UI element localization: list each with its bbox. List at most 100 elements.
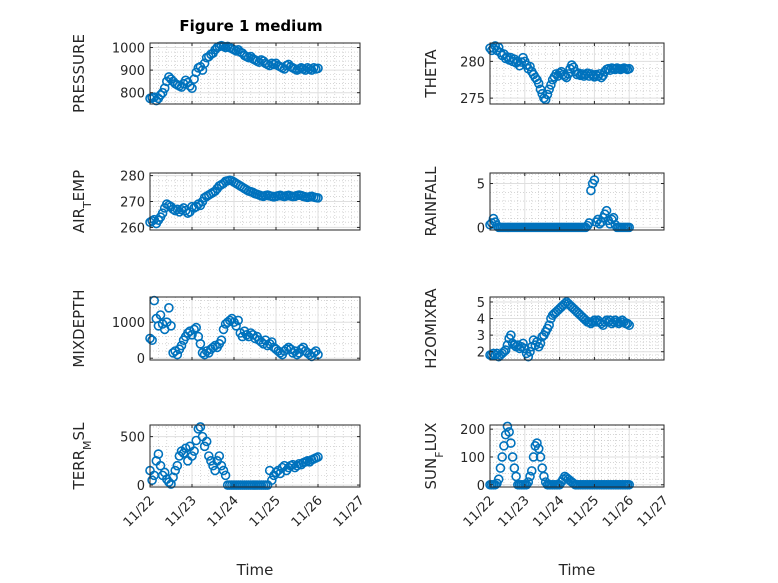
data-point [525, 61, 535, 72]
data-point [153, 449, 164, 459]
data-point [187, 83, 197, 93]
data-point [191, 201, 201, 212]
y-tick-label: 200 [460, 423, 485, 438]
data-point [172, 349, 183, 360]
data-point [542, 89, 553, 100]
plot-area [490, 173, 664, 230]
data-point [546, 80, 556, 90]
y-tick-label: 1000 [112, 42, 145, 57]
data-point [587, 317, 598, 327]
data-point [300, 65, 311, 75]
data-point [266, 337, 277, 347]
data-point [601, 205, 612, 216]
y-axis-label: PRESSURE [70, 34, 88, 113]
data-point [584, 218, 594, 228]
axes-frame [489, 424, 665, 488]
y-tick-label: 2 [477, 346, 485, 361]
subplot-1: 800 900 1000 PRESSURE [70, 34, 361, 113]
data-point [624, 479, 635, 490]
data-point [176, 340, 187, 351]
y-tick-label: 270 [120, 196, 145, 211]
data-point [191, 322, 201, 333]
axes-frame [149, 42, 361, 105]
y-tick-label: 5 [477, 296, 485, 311]
y-tick-label: 800 [120, 87, 145, 102]
data-point [493, 474, 504, 485]
plot-area [150, 297, 360, 360]
data-point [518, 338, 528, 349]
data-point [502, 340, 513, 350]
plot-area [150, 43, 360, 104]
data-point [199, 441, 210, 452]
data-point [525, 471, 535, 482]
data-point [500, 345, 511, 355]
data-point [313, 452, 323, 462]
data-point [157, 87, 168, 98]
data-point [313, 63, 323, 74]
x-axis-label: Time [558, 561, 596, 579]
data-point [218, 324, 229, 335]
data-point [526, 466, 537, 476]
data-point [185, 81, 195, 91]
data-point [178, 448, 189, 458]
data-point [504, 427, 514, 437]
data-point [622, 318, 633, 329]
data-point [147, 335, 157, 346]
y-axis-label: THETA [422, 49, 440, 99]
data-point [506, 438, 516, 448]
y-tick-label: 4 [477, 313, 485, 328]
y-tick-label: 5 [477, 178, 485, 193]
y-axis-label: SUNFLUX [422, 423, 446, 490]
figure-title: Figure 1 medium [179, 17, 322, 35]
data-point [157, 208, 168, 218]
data-point [535, 452, 546, 462]
x-axis-label: Time [236, 561, 274, 579]
data-point [568, 62, 579, 73]
data-point [495, 463, 506, 473]
data-point [231, 320, 241, 331]
data-point [195, 422, 206, 432]
data-point [170, 465, 180, 476]
data-point [612, 317, 622, 327]
data-point [523, 477, 534, 487]
y-tick-label: 1000 [112, 316, 145, 331]
data-point [233, 315, 243, 326]
y-axis-label: MIXDEPTH [70, 289, 88, 367]
data-point [525, 346, 535, 357]
data-point [523, 351, 534, 362]
data-point [271, 467, 281, 478]
data-point [189, 324, 199, 335]
data-point [199, 58, 210, 69]
data-point [306, 65, 317, 75]
y-tick-label: 500 [120, 431, 145, 446]
data-point [166, 320, 176, 331]
data-point [206, 456, 216, 466]
data-point [539, 471, 549, 482]
data-point [164, 302, 174, 313]
axes-frame [489, 296, 665, 361]
y-tick-label: 3 [477, 329, 485, 344]
data-point [155, 460, 166, 471]
subplot-5: 0 1000 MIXDEPTH [70, 289, 361, 368]
data-point [220, 470, 231, 481]
data-point [147, 475, 157, 486]
data-point [214, 451, 225, 461]
data-point [201, 436, 212, 447]
data-point [608, 317, 619, 327]
y-tick-label: 900 [120, 64, 145, 79]
data-point [195, 338, 206, 349]
data-point [218, 465, 229, 476]
y-axis-label: RAINFALL [422, 166, 440, 237]
data-point [266, 475, 277, 486]
data-point [624, 222, 635, 233]
axes-frame [489, 172, 665, 231]
y-tick-label: 275 [460, 92, 485, 107]
y-tick-label: 100 [460, 451, 485, 466]
y-tick-label: 280 [120, 170, 145, 185]
y-axis-label: TERRMSL [70, 422, 94, 491]
data-point [544, 320, 554, 330]
y-tick-label: 0 [477, 479, 485, 494]
subplot-3: 260 270 280 AIRTEMP [70, 170, 361, 236]
y-tick-label: 260 [120, 221, 145, 236]
